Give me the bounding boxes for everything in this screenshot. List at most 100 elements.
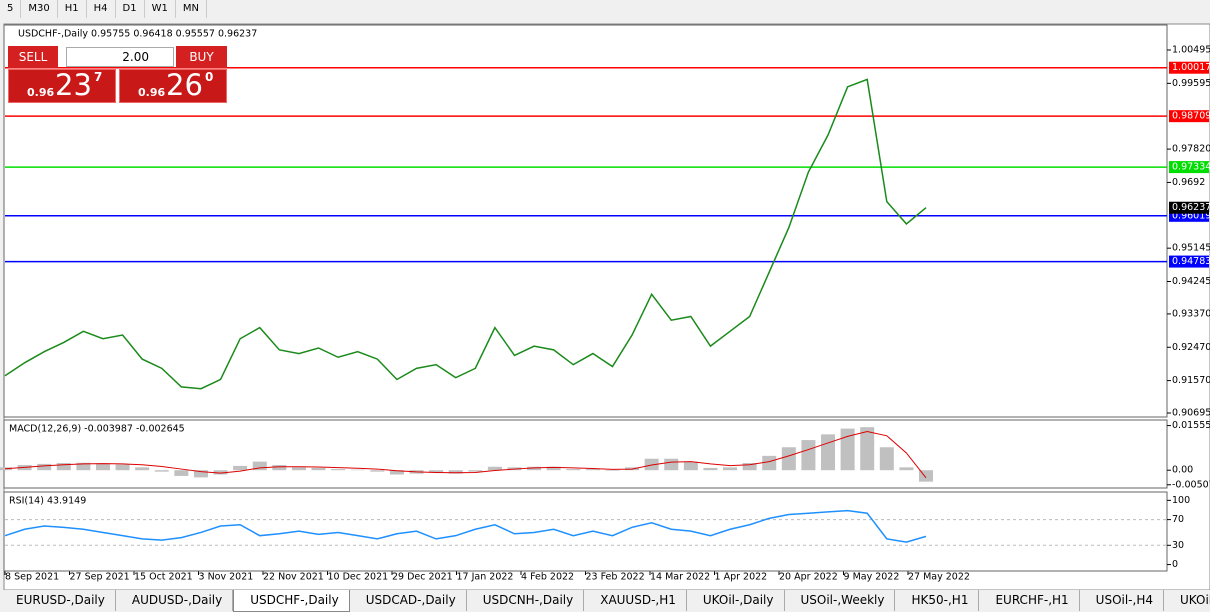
panel-frame — [3, 491, 1168, 572]
chart-tab[interactable]: UKOil-,Daily — [687, 590, 785, 611]
ask-small: 0 — [205, 70, 214, 84]
level-label-bg — [1169, 110, 1209, 123]
level-label-bg — [1169, 161, 1209, 174]
macd-bar — [879, 447, 894, 471]
x-tick-label: 10 Dec 2021 — [328, 572, 389, 583]
x-tick-label: 9 May 2022 — [844, 572, 900, 583]
x-tick-label: 27 Sep 2021 — [70, 572, 130, 583]
panel-title: RSI(14) 43.9149 — [9, 496, 86, 507]
bid-small: 7 — [94, 70, 103, 84]
y-tick-label: 0.93370 — [1172, 308, 1210, 319]
timeframe-button[interactable]: H4 — [87, 0, 116, 18]
sell-button[interactable]: SELL — [8, 46, 58, 68]
chart-tab[interactable]: HK50-,H1 — [895, 590, 980, 611]
y-tick-label: 1.00495 — [1172, 45, 1210, 56]
chart-tab[interactable]: USDCHF-,Daily — [233, 590, 350, 612]
x-tick-label: 1 Apr 2022 — [715, 572, 768, 583]
chart-tab[interactable]: XAUUSD-,H1 — [584, 590, 687, 611]
y-tick-label: 0.95145 — [1172, 243, 1210, 254]
x-tick-label: 4 Feb 2022 — [521, 572, 574, 583]
chart-window: USDCHF-,Daily 0.95755 0.96418 0.95557 0.… — [0, 23, 1210, 590]
macd-bar — [683, 461, 698, 471]
macd-bar — [252, 461, 267, 471]
x-tick-label: 17 Jan 2022 — [457, 572, 514, 583]
y-tick-label: 0 — [1172, 559, 1178, 570]
x-tick-label: 22 Nov 2021 — [263, 572, 324, 583]
macd-bar — [429, 470, 444, 473]
panel-title: USDCHF-,Daily 0.95755 0.96418 0.95557 0.… — [18, 29, 257, 40]
y-tick-label: 0.9692 — [1172, 177, 1205, 188]
current-price-bg — [1169, 201, 1209, 214]
y-tick-label: 0.97820 — [1172, 144, 1210, 155]
ask-prefix: 0.96 — [138, 86, 166, 99]
one-click-trading: SELL 2.00 BUY 0.96 23 7 0.96 26 0 — [8, 46, 227, 103]
level-label-bg — [1169, 255, 1209, 268]
chart-tab[interactable]: USDCAD-,Daily — [350, 590, 467, 611]
chart-tab[interactable]: USOil-,H4 — [1080, 590, 1164, 611]
y-tick-label: 0.94245 — [1172, 276, 1210, 287]
macd-bar — [644, 458, 659, 471]
bid-price[interactable]: 0.96 23 7 — [8, 68, 116, 103]
chart-tab[interactable]: EURUSD-,Daily — [0, 590, 116, 611]
panel-frame — [3, 419, 1168, 489]
macd-bar — [115, 464, 130, 471]
level-label: 0.94783 — [1172, 256, 1210, 267]
timeframe-button[interactable]: H1 — [58, 0, 87, 18]
timeframe-button[interactable]: D1 — [116, 0, 145, 18]
x-tick-label: 29 Dec 2021 — [392, 572, 453, 583]
macd-bar — [370, 470, 385, 472]
panel-frame — [3, 24, 1168, 418]
macd-bar — [664, 458, 679, 471]
level-label: 1.00017 — [1172, 62, 1210, 73]
chart-background — [3, 23, 1210, 590]
volume-input[interactable]: 2.00 — [66, 47, 174, 67]
level-label: 0.98709 — [1172, 111, 1210, 122]
timeframe-button[interactable]: MN — [176, 0, 207, 18]
timeframe-button[interactable]: M30 — [21, 0, 58, 18]
chart-tab[interactable]: EURCHF-,H1 — [979, 590, 1080, 611]
chart-tabs: EURUSD-,Daily AUDUSD-,Daily USDCHF-,Daily U… — [0, 590, 1210, 612]
chart-tab[interactable]: USOil-,Weekly — [785, 590, 896, 611]
macd-bar — [781, 447, 796, 471]
y-tick-label: 100 — [1172, 495, 1190, 506]
macd-bar — [801, 440, 816, 471]
price-line — [4, 78, 927, 390]
x-tick-label: 14 Mar 2022 — [650, 572, 710, 583]
macd-bar — [468, 470, 483, 472]
x-tick-label: 3 Nov 2021 — [199, 572, 254, 583]
macd-bar — [76, 462, 91, 471]
level-label-bg — [1169, 61, 1209, 74]
chart-tab[interactable]: USDCNH-,Daily — [467, 590, 585, 611]
buy-button[interactable]: BUY — [176, 46, 227, 68]
macd-bar — [546, 466, 561, 471]
macd-bar — [135, 467, 150, 471]
macd-bar — [605, 470, 620, 471]
y-tick-label: 0.90695 — [1172, 407, 1210, 418]
macd-bar — [56, 463, 71, 471]
macd-bar — [527, 466, 542, 471]
macd-bar — [919, 470, 933, 482]
x-tick-label: 15 Oct 2021 — [134, 572, 193, 583]
level-label: 0.97334 — [1172, 162, 1210, 173]
timeframe-button[interactable]: W1 — [145, 0, 176, 18]
macd-bar — [840, 428, 855, 471]
chart-tab[interactable]: AUDUSD-,Daily — [116, 590, 234, 611]
bid-big: 23 — [55, 68, 92, 102]
macd-bar — [448, 470, 463, 474]
macd-bar — [566, 469, 581, 471]
chart-tab[interactable]: UKOil-,H4 — [1164, 590, 1210, 611]
macd-bar — [487, 466, 502, 471]
y-tick-label: 0.00 — [1172, 465, 1193, 476]
x-tick-label: 20 Apr 2022 — [779, 572, 838, 583]
macd-bar — [860, 427, 875, 471]
y-tick-label: -0.005075 — [1172, 479, 1210, 490]
ask-price[interactable]: 0.96 26 0 — [119, 68, 227, 103]
timeframe-toolbar: 5 M30 H1 H4 D1 W1 MN — [0, 0, 207, 18]
macd-bar — [311, 467, 326, 471]
macd-bar — [193, 470, 208, 478]
y-tick-label: 70 — [1172, 514, 1184, 525]
macd-bar — [723, 467, 738, 471]
macd-bar — [703, 467, 718, 471]
price-line — [4, 509, 927, 543]
timeframe-button[interactable]: 5 — [0, 0, 22, 18]
